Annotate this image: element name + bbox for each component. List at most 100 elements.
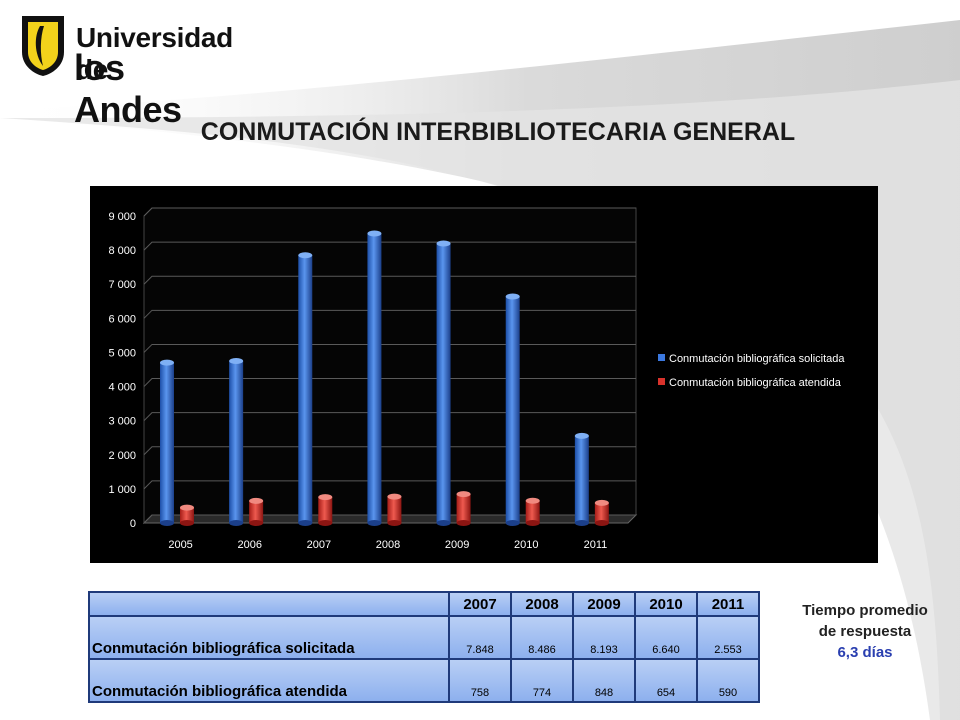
bar: [594, 502, 609, 523]
bar-cap: [387, 493, 402, 500]
x-tick-label: 2005: [168, 539, 192, 551]
gridline: [143, 207, 636, 217]
response-label-line2: de respuesta: [818, 623, 912, 640]
table-cell: 8.486: [510, 615, 574, 660]
bar-cap: [318, 494, 333, 501]
bar: [387, 496, 402, 523]
bar: [229, 360, 244, 523]
bar-base: [298, 520, 313, 526]
bar: [436, 243, 451, 524]
table-row: Conmutación bibliográfica solicitada 7.8…: [88, 615, 760, 660]
table-year-header: 2011: [696, 591, 760, 617]
bar-base: [249, 520, 264, 526]
y-tick-label: 3 000: [108, 416, 136, 428]
y-tick-label: 8 000: [108, 245, 136, 257]
gridline: [143, 309, 636, 319]
bar: [249, 500, 264, 523]
x-tick-label: 2007: [307, 539, 331, 551]
chart-plot-area: [143, 207, 637, 525]
bar-cap: [574, 432, 589, 439]
x-tick-label: 2011: [584, 539, 608, 551]
table-cell: 2.553: [696, 615, 760, 660]
x-tick-label: 2009: [445, 539, 469, 551]
response-value: 6,3 días: [837, 644, 893, 661]
bar-cap: [525, 497, 540, 504]
bar-cap: [594, 499, 609, 506]
bar: [298, 255, 313, 523]
bar-cap: [436, 240, 451, 247]
y-tick-label: 9 000: [108, 211, 136, 223]
y-tick-label: 5 000: [108, 347, 136, 359]
legend-swatch: [658, 378, 665, 385]
bar-chart: 0 1 000 2 000 3 000 4 000 5 000 6 000 7 000 8 00…: [108, 207, 845, 551]
gridline: [143, 378, 636, 387]
bar: [505, 296, 520, 523]
table-year-header: 2007: [448, 591, 512, 617]
bar-base: [505, 520, 520, 526]
table-cell: 654: [634, 658, 698, 703]
y-tick-label: 1 000: [108, 484, 136, 496]
y-tick-label: 7 000: [108, 279, 136, 291]
bar-base: [594, 520, 609, 526]
bar-cap: [456, 491, 471, 498]
table-year-header: 2008: [510, 591, 574, 617]
logo-text-line2: los Andes: [74, 47, 182, 130]
table-year-header: 2010: [634, 591, 698, 617]
table-row: Conmutación bibliográfica atendida 758 7…: [88, 658, 760, 703]
y-tick-label: 2 000: [108, 450, 136, 462]
table-row-label: Conmutación bibliográfica atendida: [88, 658, 450, 703]
bar: [456, 494, 471, 523]
x-tick-label: 2008: [376, 539, 400, 551]
gridline: [143, 480, 636, 490]
gridline: [143, 446, 636, 456]
table-cell: 774: [510, 658, 574, 703]
legend-label: Conmutación bibliográfica atendida: [669, 377, 842, 389]
table-cell: 7.848: [448, 615, 512, 660]
x-tick-label: 2006: [237, 539, 261, 551]
bar: [525, 500, 540, 523]
bar-base: [180, 520, 194, 526]
legend-label: Conmutación bibliográfica solicitada: [669, 353, 845, 365]
bar-cap: [229, 357, 244, 364]
table-row-label: Conmutación bibliográfica solicitada: [88, 615, 450, 660]
response-label-line1: Tiempo promedio: [802, 602, 928, 619]
bar-cap: [180, 504, 194, 511]
y-tick-label: 4 000: [108, 382, 136, 394]
response-time-box: Tiempo promedio de respuesta 6,3 días: [775, 600, 955, 664]
y-tick-label: 6 000: [108, 313, 136, 325]
bar-cap: [367, 230, 382, 237]
bar: [367, 233, 382, 523]
bar-base: [456, 520, 471, 526]
bar-cap: [505, 293, 520, 300]
gridline: [143, 241, 636, 251]
bar: [160, 362, 174, 523]
bar-cap: [160, 359, 174, 366]
bar-base: [436, 520, 451, 526]
bar: [318, 497, 333, 523]
legend-swatch: [658, 354, 665, 361]
bar-cap: [249, 497, 264, 504]
bar-base: [574, 520, 589, 526]
page-title: CONMUTACIÓN INTERBIBLIOTECARIA GENERAL: [200, 118, 796, 146]
bar-base: [367, 520, 382, 526]
bar-cap: [298, 252, 313, 259]
gridline: [143, 412, 636, 422]
x-tick-label: 2010: [514, 539, 538, 551]
gridline: [143, 343, 636, 353]
table-header-row: 2007 2008 2009 2010 2011: [88, 591, 760, 617]
bar-base: [387, 520, 402, 526]
shield-emblem-icon: [22, 16, 64, 76]
university-logo: Universidad de los Andes: [18, 12, 238, 130]
table-year-header: 2009: [572, 591, 636, 617]
y-tick-label: 0: [130, 518, 136, 530]
table-cell: 848: [572, 658, 636, 703]
table-cell: 8.193: [572, 615, 636, 660]
table-cell: 758: [448, 658, 512, 703]
bar: [180, 507, 194, 523]
bar-base: [229, 520, 244, 526]
table-cell: 6.640: [634, 615, 698, 660]
table-corner-cell: [88, 591, 450, 617]
table-cell: 590: [696, 658, 760, 703]
logo-text-line1: Universidad de: [76, 22, 233, 85]
data-table: 2007 2008 2009 2010 2011 Conmutación bib…: [88, 591, 760, 703]
